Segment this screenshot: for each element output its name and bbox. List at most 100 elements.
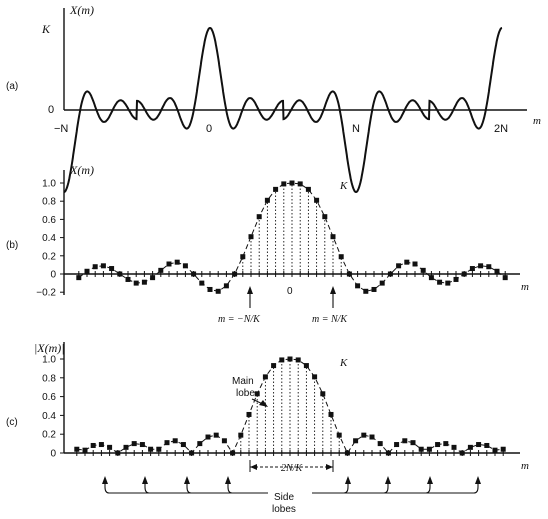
data-point <box>125 276 131 282</box>
data-point <box>117 271 123 277</box>
panel-a-ylabel: X(m) <box>69 3 94 17</box>
panel-b-xtick-zero: 0 <box>287 286 293 297</box>
data-point <box>139 442 145 448</box>
data-point <box>404 259 410 265</box>
data-point <box>289 180 295 186</box>
panel-b-arrowhead-right <box>330 286 336 294</box>
panel-c-label: (c) <box>6 417 18 428</box>
panel-a-tick-minus-n: −N <box>54 123 68 135</box>
data-point <box>476 442 482 448</box>
data-point <box>287 356 293 362</box>
panel-a-zero-label: 0 <box>48 104 54 116</box>
data-point <box>385 450 391 456</box>
data-point <box>182 263 188 269</box>
data-point <box>164 440 170 446</box>
panel-b-points <box>76 180 508 294</box>
data-point <box>230 450 236 456</box>
panel-b-stems <box>242 183 342 274</box>
data-point <box>303 363 309 369</box>
y-tick-label: 0.2 <box>42 251 56 262</box>
panel-a-tick-n: N <box>352 123 360 135</box>
data-point <box>174 259 180 265</box>
panel-c-main-lobe-word2: lobe <box>236 388 255 399</box>
data-point <box>363 288 369 294</box>
side-lobe-leader <box>186 482 268 494</box>
data-point <box>100 263 106 269</box>
y-tick-label: 0.2 <box>42 430 56 441</box>
data-point <box>109 266 115 272</box>
y-tick-label: 0.6 <box>42 215 56 226</box>
panel-c-width-arrow-left <box>250 464 257 470</box>
data-point <box>451 444 457 450</box>
data-point <box>199 280 205 286</box>
data-point <box>484 442 490 448</box>
data-point <box>396 263 402 269</box>
y-tick-label: 1.0 <box>42 355 56 366</box>
data-point <box>156 446 162 452</box>
data-point <box>281 181 287 187</box>
data-point <box>264 197 270 203</box>
data-point <box>410 440 416 446</box>
y-tick-label: 0.4 <box>42 411 56 422</box>
side-lobe-arrowhead <box>142 476 148 484</box>
data-point <box>172 438 178 444</box>
panel-b-annot-right: m = N/K <box>312 314 348 325</box>
panel-a-xlabel: m <box>533 115 541 127</box>
data-point <box>486 264 492 270</box>
data-point <box>295 357 301 363</box>
data-point <box>238 432 244 438</box>
y-tick-label: 0.8 <box>42 373 56 384</box>
panel-c-stems <box>240 359 340 453</box>
data-point <box>246 411 252 417</box>
data-point <box>213 432 219 438</box>
data-point <box>402 438 408 444</box>
data-point <box>338 254 344 260</box>
data-point <box>148 446 154 452</box>
data-point <box>133 280 139 286</box>
side-lobe-leader <box>144 482 268 494</box>
data-point <box>223 283 229 289</box>
panel-b-k-label: K <box>339 180 348 192</box>
data-point <box>279 357 285 363</box>
data-point <box>469 266 475 272</box>
panel-c: (c) |X(m)| K m 1.0 0.8 0.6 0.4 0.2 0 Main lob… <box>6 341 529 515</box>
data-point <box>459 450 465 456</box>
data-point <box>240 254 246 260</box>
data-point <box>141 279 147 285</box>
panel-c-side-lobe-arrows <box>102 476 481 494</box>
data-point <box>467 444 473 450</box>
y-tick-label: 1.0 <box>42 179 56 190</box>
data-point <box>189 450 195 456</box>
data-point <box>377 441 383 447</box>
data-point <box>435 442 441 448</box>
data-point <box>197 441 203 447</box>
data-point <box>461 271 467 277</box>
panel-b-label: (b) <box>6 240 18 251</box>
panel-c-y-ticks: 1.0 0.8 0.6 0.4 0.2 0 <box>42 355 64 460</box>
panel-b-annot-left: m = −N/K <box>218 314 261 325</box>
data-point <box>369 434 375 440</box>
data-point <box>361 432 367 438</box>
data-point <box>312 374 318 380</box>
data-point <box>494 268 500 274</box>
data-point <box>453 276 459 282</box>
data-point <box>297 181 303 187</box>
side-lobe-arrowhead <box>427 476 433 484</box>
data-point <box>232 271 238 277</box>
panel-c-ylabel: |X(m)| <box>34 341 65 355</box>
data-point <box>166 261 172 267</box>
panel-a-tick-2n: 2N <box>494 123 508 135</box>
data-point <box>445 280 451 286</box>
panel-a-label: (a) <box>6 81 18 92</box>
data-point <box>394 442 400 448</box>
data-point <box>346 271 352 277</box>
panel-c-width-arrow-right <box>326 464 333 470</box>
y-tick-label: 0 <box>50 449 56 460</box>
panel-c-side-lobes-word2: lobes <box>272 504 296 515</box>
data-point <box>191 271 197 277</box>
data-point <box>205 434 211 440</box>
data-point <box>180 442 186 448</box>
panel-b-y-ticks: 1.0 0.8 0.6 0.4 0.2 0 −0.2 <box>36 179 64 299</box>
side-lobe-arrowhead <box>102 476 108 484</box>
side-lobe-arrowhead <box>475 476 481 484</box>
